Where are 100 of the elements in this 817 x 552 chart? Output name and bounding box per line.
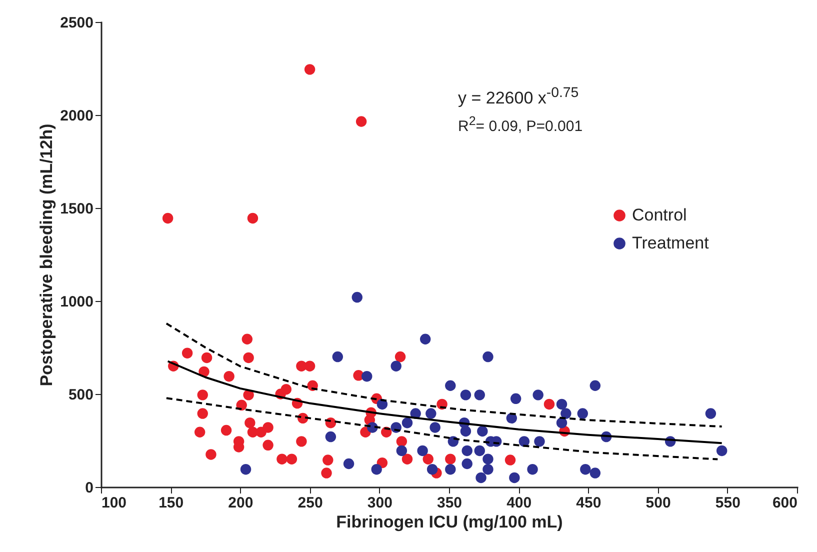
x-tick-label: 300 xyxy=(367,494,392,512)
point xyxy=(396,445,408,456)
x-tick-label: 450 xyxy=(576,494,602,512)
point xyxy=(510,393,522,404)
point xyxy=(304,360,316,372)
x-tick-label: 100 xyxy=(102,494,127,512)
annotation: R$^{2}$= 0.09, P=0.001 xyxy=(458,112,583,137)
point xyxy=(243,352,254,364)
line-series xyxy=(165,322,723,428)
legend-label: Treatment xyxy=(632,234,710,252)
point xyxy=(534,436,545,447)
point xyxy=(286,454,298,464)
point xyxy=(420,334,431,344)
point xyxy=(280,384,292,395)
point xyxy=(474,445,485,456)
point xyxy=(426,464,438,475)
point xyxy=(247,212,258,224)
point xyxy=(182,348,193,358)
x-tick-label: 400 xyxy=(506,494,532,512)
point xyxy=(577,408,588,419)
point xyxy=(343,458,354,470)
point xyxy=(197,408,208,419)
point xyxy=(590,468,601,478)
point xyxy=(325,431,336,442)
point xyxy=(396,436,408,447)
point xyxy=(560,408,572,419)
point xyxy=(402,454,413,464)
y-axis-title: Postoperative bleeding (mL/12h) xyxy=(37,124,56,386)
point xyxy=(462,458,472,470)
point xyxy=(544,398,555,410)
point xyxy=(556,417,568,428)
point xyxy=(556,398,568,410)
point xyxy=(206,449,216,460)
point xyxy=(236,400,247,411)
line-series xyxy=(165,397,719,460)
point xyxy=(224,370,234,382)
point xyxy=(244,417,256,428)
y-tick-label: 500 xyxy=(68,386,94,404)
y-tick-label: 0 xyxy=(85,480,94,496)
point xyxy=(352,292,362,303)
point xyxy=(482,351,494,362)
y-tick-label: 1500 xyxy=(60,200,94,218)
point xyxy=(445,464,456,475)
point xyxy=(506,412,517,424)
x-axis-title: Fibrinogen ICU (mg/100 mL) xyxy=(336,512,563,532)
point xyxy=(580,464,591,475)
point xyxy=(321,468,332,478)
point xyxy=(220,424,232,436)
y-tick-label: 1000 xyxy=(60,294,94,310)
point xyxy=(242,334,253,344)
point xyxy=(162,212,174,224)
point xyxy=(460,426,472,437)
point xyxy=(460,390,472,400)
point xyxy=(262,422,274,433)
y-tick-label: 2000 xyxy=(60,108,94,124)
point xyxy=(430,422,440,433)
point xyxy=(504,454,516,466)
point xyxy=(276,454,288,464)
x-tick-label: 250 xyxy=(298,494,323,512)
point xyxy=(194,426,206,438)
point xyxy=(304,64,316,75)
point xyxy=(426,408,436,419)
point xyxy=(394,351,406,362)
point xyxy=(518,436,530,447)
point xyxy=(705,408,716,419)
x-tick-label: 150 xyxy=(158,494,184,512)
point xyxy=(390,360,402,372)
point xyxy=(532,390,544,400)
point xyxy=(198,366,210,378)
point xyxy=(509,472,520,484)
point xyxy=(322,454,334,466)
legend-label: Control xyxy=(632,206,687,224)
point xyxy=(482,464,494,475)
point xyxy=(474,390,485,400)
point xyxy=(422,454,434,464)
point xyxy=(262,440,274,450)
point xyxy=(240,464,252,475)
point xyxy=(590,380,601,391)
point xyxy=(201,352,212,364)
point xyxy=(716,445,728,456)
point xyxy=(402,417,413,428)
point xyxy=(332,351,343,362)
x-tick-label: 600 xyxy=(772,494,798,512)
point xyxy=(356,116,367,127)
point xyxy=(527,464,538,475)
point xyxy=(477,426,488,437)
point xyxy=(417,445,428,456)
x-tick-label: 500 xyxy=(646,494,671,512)
point xyxy=(296,436,307,447)
line-series xyxy=(166,360,723,444)
point xyxy=(371,464,382,475)
point xyxy=(197,390,208,400)
x-tick-label: 550 xyxy=(715,494,740,512)
point xyxy=(462,445,472,456)
y-tick-label: 2500 xyxy=(60,14,94,32)
point xyxy=(445,454,456,464)
point xyxy=(445,380,456,391)
point xyxy=(482,454,494,464)
point xyxy=(476,472,486,484)
point xyxy=(362,370,372,382)
